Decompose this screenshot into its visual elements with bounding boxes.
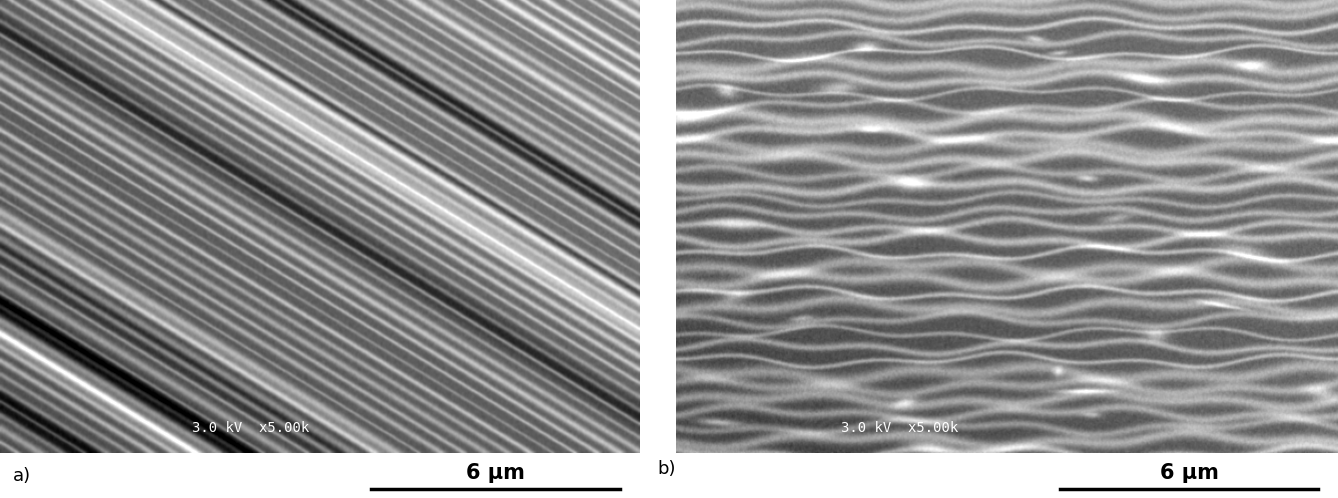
Text: 6 μm: 6 μm [1160, 463, 1219, 484]
Text: 3.0 kV  x5.00k: 3.0 kV x5.00k [842, 421, 958, 435]
Text: 6 μm: 6 μm [466, 463, 524, 484]
Text: a): a) [13, 467, 31, 485]
Text: 3.0 kV  x5.00k: 3.0 kV x5.00k [191, 421, 309, 435]
Text: b): b) [657, 460, 676, 478]
